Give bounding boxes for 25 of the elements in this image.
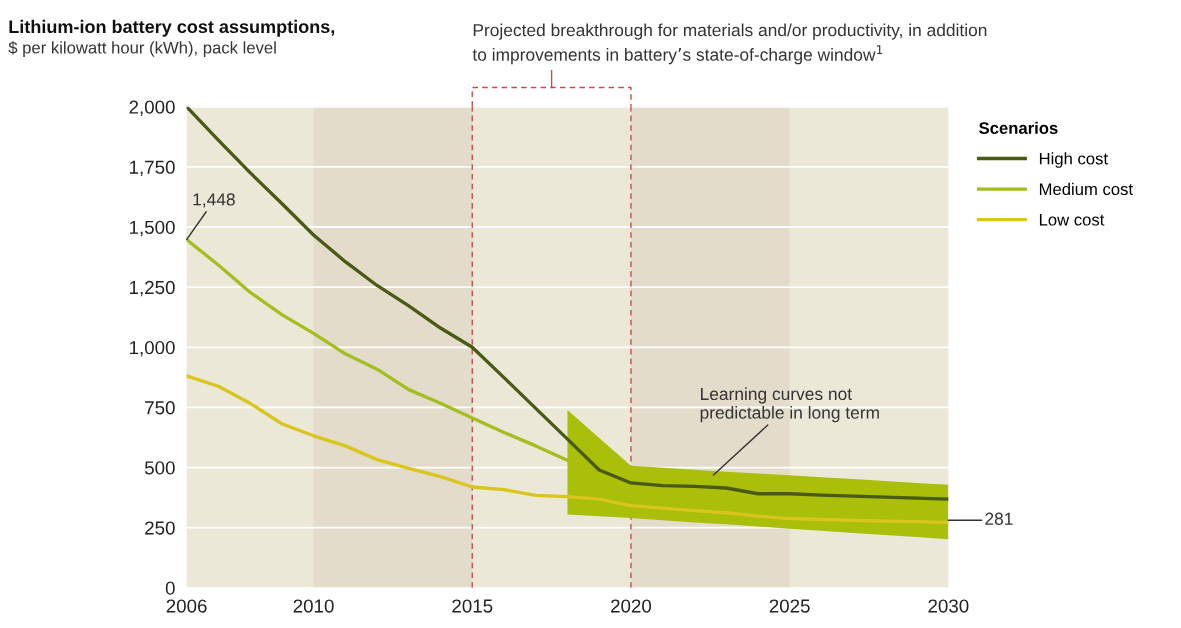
chart-title: Lithium-ion battery cost assumptions, xyxy=(9,19,335,37)
text: Projected breakthrough for materials and/or productivity, in addition to improvements in battery’s state-of-charge window$^{1}$ xyxy=(472,23,987,65)
x-tick-label: 2010 xyxy=(293,599,334,613)
y-tick-label: 1,750 xyxy=(130,160,175,177)
x-tick-label: 2020 xyxy=(611,599,652,613)
y-tick-label: 1,500 xyxy=(130,220,175,237)
y-tick-label: 0 xyxy=(165,581,175,595)
annotation: 281 xyxy=(985,512,1013,525)
annotation: 1,448 xyxy=(193,193,235,208)
x-tick-label: 2030 xyxy=(928,599,969,613)
y-tick-label: 2,000 xyxy=(129,100,175,116)
chart-subtitle: $ per kilowatt hour (kWh), pack level xyxy=(8,41,276,57)
annotation: Learning curves not predictable in long term xyxy=(700,387,879,423)
legend-label: Low cost xyxy=(1039,213,1105,226)
x-tick-label: 2025 xyxy=(769,599,810,613)
legend-title: Scenarios xyxy=(979,121,1058,134)
legend-label: High cost xyxy=(1039,152,1108,168)
y-tick-label: 750 xyxy=(145,401,175,415)
y-tick-label: 500 xyxy=(144,461,175,475)
x-tick-label: 2015 xyxy=(452,599,493,613)
x-tick-label: 2006 xyxy=(166,599,207,613)
y-tick-label: 1,250 xyxy=(130,280,175,297)
y-tick-label: 1,000 xyxy=(130,340,175,357)
y-tick-label: 250 xyxy=(145,521,175,535)
legend-label: Medium cost xyxy=(1039,182,1133,196)
